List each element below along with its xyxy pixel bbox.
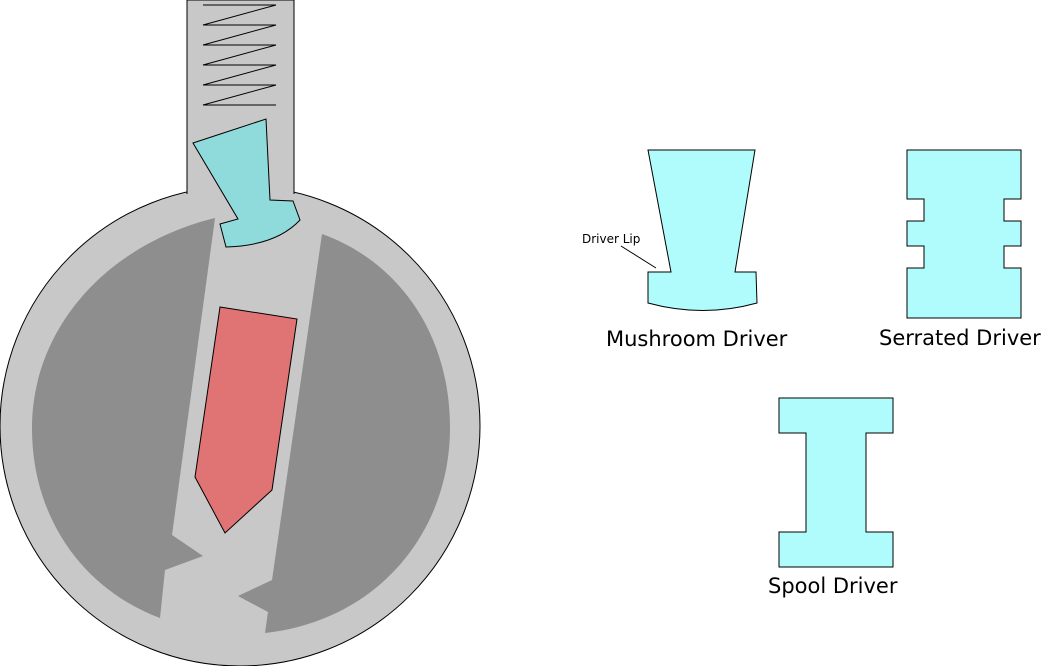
- mushroom-driver: Driver Lip Mushroom Driver: [582, 149, 788, 351]
- driver-lip-leader: [620, 245, 657, 269]
- serrated-driver: Serrated Driver: [879, 149, 1041, 350]
- driver-lip-label: Driver Lip: [582, 232, 640, 246]
- spool-driver-shape: [778, 397, 894, 568]
- spool-driver: Spool Driver: [768, 397, 898, 598]
- key-pin: [194, 306, 298, 534]
- plug-left-half: [32, 218, 215, 618]
- pin-chamber-outline: [186, 0, 295, 194]
- plug-right-half: [238, 234, 450, 633]
- serrated-driver-label: Serrated Driver: [879, 326, 1041, 350]
- mushroom-driver-shape: [647, 149, 758, 311]
- spool-driver-label: Spool Driver: [768, 574, 898, 598]
- spring: [202, 4, 277, 106]
- plug: [32, 218, 450, 633]
- mushroom-driver-label: Mushroom Driver: [606, 327, 788, 351]
- serrated-driver-shape: [906, 149, 1022, 319]
- driver-in-lock: [192, 118, 301, 248]
